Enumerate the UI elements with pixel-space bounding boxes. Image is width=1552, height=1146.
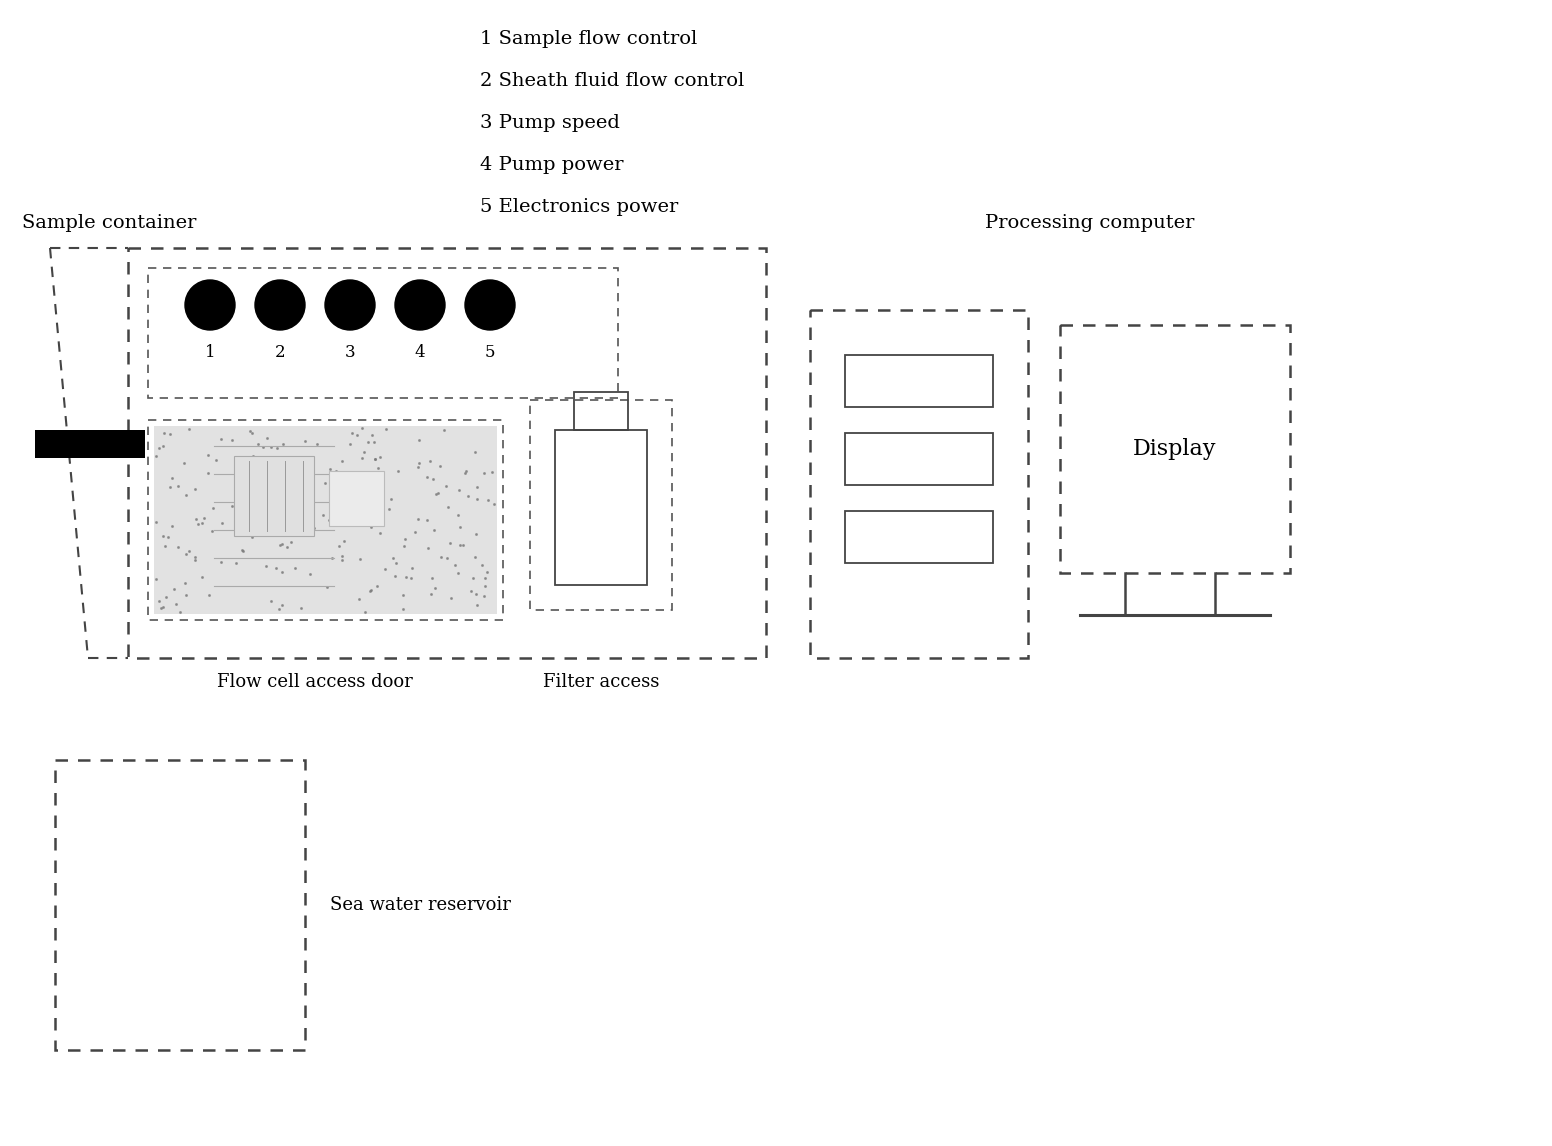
Bar bbox=[154, 426, 497, 614]
Text: 1 Sample flow control: 1 Sample flow control bbox=[480, 30, 697, 48]
Bar bbox=[36, 430, 144, 458]
Text: Flow cell access door: Flow cell access door bbox=[217, 673, 413, 691]
Text: Display: Display bbox=[1133, 438, 1217, 460]
Bar bbox=[529, 400, 672, 610]
Text: Sea water reservoir: Sea water reservoir bbox=[331, 896, 511, 915]
Text: 5: 5 bbox=[484, 344, 495, 361]
Bar bbox=[147, 268, 618, 398]
Bar bbox=[574, 392, 629, 430]
Circle shape bbox=[466, 280, 515, 330]
Bar bbox=[234, 456, 314, 536]
Circle shape bbox=[396, 280, 445, 330]
Circle shape bbox=[255, 280, 306, 330]
Text: 2 Sheath fluid flow control: 2 Sheath fluid flow control bbox=[480, 72, 745, 91]
Bar bbox=[1060, 325, 1290, 573]
Bar bbox=[556, 430, 647, 584]
Text: 3: 3 bbox=[345, 344, 355, 361]
Bar bbox=[329, 471, 383, 526]
Bar bbox=[844, 511, 993, 563]
Text: 4: 4 bbox=[414, 344, 425, 361]
Bar bbox=[810, 311, 1027, 658]
Text: 2: 2 bbox=[275, 344, 286, 361]
Bar bbox=[127, 248, 767, 658]
Bar bbox=[844, 433, 993, 485]
Circle shape bbox=[324, 280, 376, 330]
Text: 5 Electronics power: 5 Electronics power bbox=[480, 198, 678, 215]
Text: Processing computer: Processing computer bbox=[986, 214, 1195, 231]
Bar bbox=[147, 419, 503, 620]
Text: Sample container: Sample container bbox=[22, 214, 197, 231]
Text: 4 Pump power: 4 Pump power bbox=[480, 156, 624, 174]
Text: 3 Pump speed: 3 Pump speed bbox=[480, 113, 619, 132]
Bar bbox=[844, 355, 993, 407]
Bar bbox=[54, 760, 306, 1050]
Text: 1: 1 bbox=[205, 344, 216, 361]
Circle shape bbox=[185, 280, 234, 330]
Text: Filter access: Filter access bbox=[543, 673, 660, 691]
